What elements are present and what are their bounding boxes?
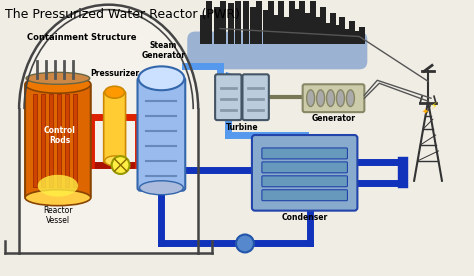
Text: Control
Rods: Control Rods [44,126,76,145]
FancyBboxPatch shape [262,148,347,159]
Bar [263,10,269,44]
FancyBboxPatch shape [262,190,347,201]
Text: Containment Structure: Containment Structure [27,33,137,42]
Ellipse shape [38,175,78,197]
Bar [250,7,256,44]
FancyBboxPatch shape [262,162,347,173]
Text: Generator: Generator [311,114,356,123]
Bar [345,28,350,44]
Text: Condenser: Condenser [282,213,328,222]
Bar [305,13,310,44]
Bar [41,94,45,187]
Bar [220,0,226,44]
Bar [200,15,206,44]
Bar [339,17,346,44]
FancyBboxPatch shape [187,31,367,69]
Bar [359,26,365,44]
Bar [278,1,284,44]
Ellipse shape [26,72,90,84]
Bar [316,17,321,44]
Ellipse shape [105,156,125,166]
Bar [256,0,262,44]
FancyBboxPatch shape [25,82,91,200]
Ellipse shape [25,190,91,206]
Ellipse shape [346,90,355,107]
FancyBboxPatch shape [252,135,357,211]
Bar [355,31,360,44]
Bar [65,94,69,187]
FancyBboxPatch shape [243,74,269,120]
Bar [33,94,37,187]
Text: Pressurizer: Pressurizer [90,69,139,78]
Text: Steam
Generator: Steam Generator [141,41,185,60]
Ellipse shape [25,75,91,93]
Ellipse shape [317,90,325,107]
Text: Turbine: Turbine [226,123,258,132]
Bar [284,17,290,44]
Bar [214,7,220,44]
Bar [325,23,330,44]
Ellipse shape [327,90,335,107]
Bar [243,0,249,44]
Bar [310,1,316,44]
Bar [228,3,234,44]
Circle shape [112,156,129,174]
FancyBboxPatch shape [215,74,241,120]
Text: Reactor
Vessel: Reactor Vessel [43,206,73,225]
Bar [319,7,326,44]
Ellipse shape [337,90,345,107]
Text: The Pressurized Water Reactor (PWR): The Pressurized Water Reactor (PWR) [5,8,240,21]
FancyBboxPatch shape [262,176,347,187]
Bar [73,94,77,187]
Bar [299,0,305,44]
Text: ✦: ✦ [422,106,429,115]
Ellipse shape [19,5,198,214]
Bar [273,15,279,44]
Bar [206,0,212,44]
Bar [335,25,340,44]
Bar [19,109,198,253]
FancyBboxPatch shape [104,91,126,163]
Text: ⚡: ⚡ [430,101,438,111]
Bar [268,0,274,44]
Bar [235,0,241,44]
Bar [294,9,300,44]
FancyBboxPatch shape [303,84,365,112]
Ellipse shape [139,181,183,195]
Ellipse shape [307,90,315,107]
Bar [289,0,295,44]
Ellipse shape [138,66,184,90]
Circle shape [236,235,254,253]
Bar [349,21,356,44]
Bar [49,94,53,187]
FancyBboxPatch shape [137,77,185,191]
Ellipse shape [105,86,125,98]
Bar [329,13,336,44]
Bar [57,94,61,187]
